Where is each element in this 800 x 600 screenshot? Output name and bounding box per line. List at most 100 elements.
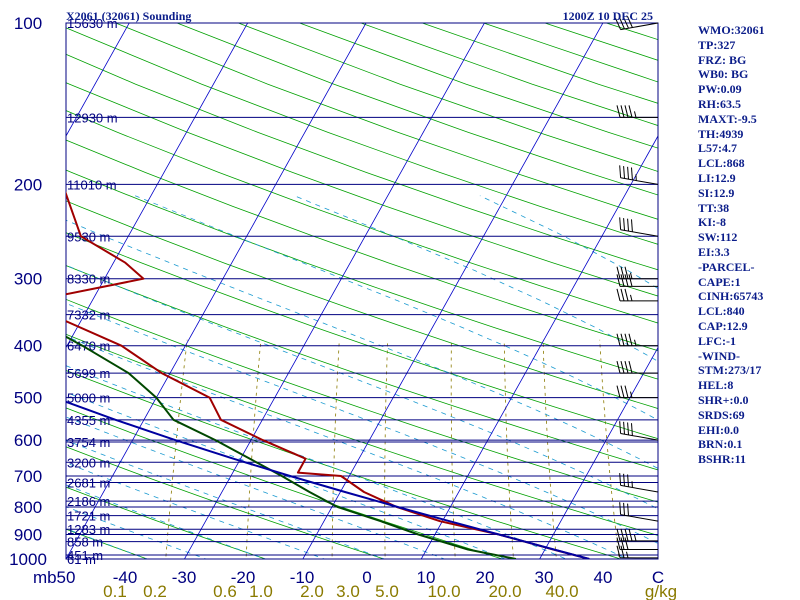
mixing-ratio-label: 0.2	[143, 582, 167, 600]
moist-adiabat	[66, 416, 446, 559]
wind-barb-flag	[631, 219, 633, 232]
mixing-ratio-label: 1.0	[249, 582, 273, 600]
height-label: 61 m	[67, 552, 96, 567]
dry-adiabat	[66, 486, 267, 559]
dry-adiabat	[66, 298, 658, 503]
series-dewpoint-line	[66, 335, 517, 559]
grid-clip	[0, 0, 658, 581]
index-item: KI:-8	[698, 215, 726, 230]
height-label: 858 m	[67, 535, 103, 550]
moist-adiabat	[66, 219, 658, 469]
dry-adiabat	[66, 53, 658, 271]
wind-barb-half-flag	[626, 551, 629, 558]
temperature-tick-label: -10	[290, 568, 315, 587]
wind-barb-flag	[623, 473, 625, 487]
temperature-tick-label: 20	[476, 568, 495, 587]
wind-barb-flag	[631, 167, 633, 180]
wind-barb-shaft	[620, 22, 659, 31]
dry-adiabat	[0, 23, 65, 573]
wind-barb	[615, 15, 659, 31]
index-item: MAXT:-9.5	[698, 111, 757, 126]
mixing-ratio-label: 2.0	[300, 582, 324, 600]
height-label: 5000 m	[67, 391, 110, 406]
wind-barb-flag	[620, 274, 625, 287]
height-label: 1721 m	[67, 509, 110, 524]
index-item: WB0: BG	[698, 67, 749, 82]
wind-barb-flag	[620, 333, 625, 346]
wind-barb-flag	[620, 266, 625, 279]
wind-barb	[616, 274, 659, 287]
dry-adiabat	[66, 265, 658, 471]
index-item: FRZ: BG	[698, 52, 747, 67]
wind-barb	[616, 360, 659, 374]
wind-barb-flag	[616, 288, 621, 302]
wind-barb-flag	[626, 15, 633, 28]
moist-adiabat	[66, 439, 386, 559]
mixing-ratio-label: 10.0	[427, 582, 460, 600]
grid-layer	[0, 0, 659, 581]
wind-barb-flag	[619, 473, 622, 486]
sounding-profiles	[66, 191, 590, 559]
wind-barb-flag	[619, 421, 622, 434]
dry-adiabat	[66, 27, 658, 245]
wind-barb-flag	[619, 17, 625, 30]
isotherm-line	[66, 23, 367, 559]
wind-barb-flag	[616, 274, 621, 287]
wind-barb	[616, 288, 659, 302]
moist-adiabat	[66, 335, 629, 559]
height-label: 3200 m	[67, 455, 110, 470]
mixing-ratio-label: 3.0	[336, 582, 360, 600]
mixing-ratio-label: 40.0	[545, 582, 578, 600]
wind-barb-half-flag	[634, 111, 637, 118]
wind-barb	[616, 528, 659, 542]
isotherm-line	[183, 23, 485, 559]
wind-barb-flag	[622, 16, 629, 29]
index-item: EHI:0.0	[698, 422, 740, 437]
mixing-ratio-label: 20.0	[488, 582, 521, 600]
index-item: LCL:840	[698, 304, 745, 319]
height-label: 12930 m	[67, 110, 118, 125]
wind-barb-shaft	[620, 177, 659, 185]
wind-barb-flag	[616, 545, 621, 558]
mixing-ratio-line	[331, 339, 340, 559]
height-label: 2681 m	[67, 476, 110, 491]
wind-barb-flag	[624, 537, 629, 550]
height-label: 451 m	[67, 548, 103, 563]
valid-time: 1200Z 10 DEC 25	[563, 9, 653, 23]
wind-barb-flag	[620, 288, 625, 302]
wind-barb-half-flag	[630, 272, 633, 279]
temperature-tick-label: 50	[57, 568, 76, 587]
height-label: 15630 m	[67, 16, 118, 31]
isotherm-line	[0, 0, 40, 581]
wind-barb-flag	[628, 528, 633, 542]
wind-barb-flag	[627, 166, 629, 180]
index-item: SI:12.9	[698, 185, 735, 200]
wind-barb-flag	[624, 288, 629, 302]
index-item: -PARCEL-	[698, 259, 755, 274]
height-label: 2186 m	[67, 494, 110, 509]
dry-adiabat	[66, 139, 658, 352]
height-label: 1283 m	[67, 522, 110, 537]
wind-barb-flag	[620, 360, 625, 374]
index-item: WMO:32061	[698, 23, 765, 37]
moist-adiabat	[66, 391, 507, 559]
indices-panel: WMO:32061 TP:327 FRZ: BG WB0: BG PW:0.09 RH:6…	[698, 23, 798, 467]
wind-barb-shaft	[620, 514, 659, 522]
wind-barb-half-flag	[634, 339, 637, 346]
series-parcel-line	[66, 400, 590, 559]
index-item: TP:327	[698, 37, 736, 52]
index-item: TH:4939	[698, 126, 744, 141]
pressure-tick-label: 400	[14, 337, 42, 356]
pressure-tick-label: 500	[14, 389, 42, 408]
index-item: LI:12.9	[698, 170, 736, 185]
height-label: 8330 m	[67, 272, 110, 287]
wind-barb-flag	[624, 385, 629, 398]
isotherm-line	[420, 135, 658, 559]
wind-barb-flag	[627, 503, 629, 517]
wind-barb-flag	[623, 502, 625, 516]
index-item: EI:3.3	[698, 244, 730, 259]
wind-barb-flag	[616, 385, 621, 398]
mixing-ratio-label: g/kg	[645, 582, 677, 600]
index-item: CAPE:1	[698, 274, 741, 289]
